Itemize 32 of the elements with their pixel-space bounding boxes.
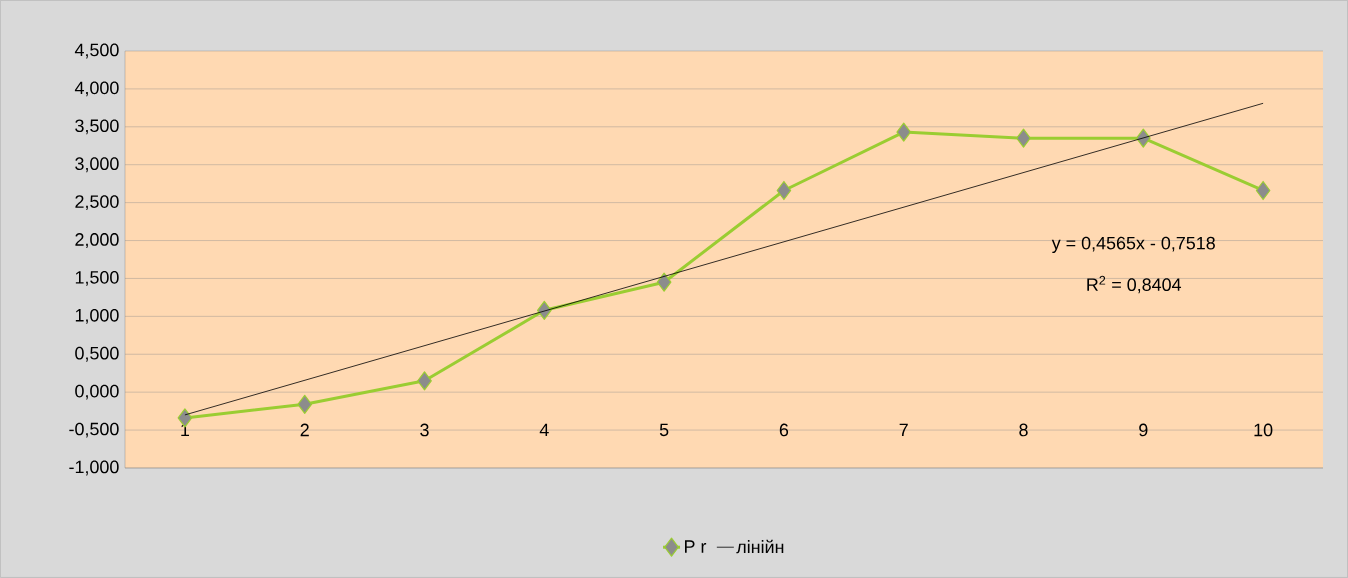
y-tick-label: 1,500 — [75, 271, 119, 286]
annotation: y = 0,4565x - 0,7518 — [1051, 236, 1215, 254]
y-tick-label: 0,500 — [75, 346, 119, 362]
x-tick-label: 10 — [1254, 423, 1273, 437]
point — [656, 272, 672, 292]
y-tick-label: 4,500 — [74, 43, 119, 59]
legend-label: P r — [685, 540, 707, 553]
y-tick-label: 3,000 — [75, 157, 119, 173]
point — [896, 122, 912, 142]
y-tick-label: 3,500 — [75, 119, 119, 135]
point — [776, 180, 792, 201]
annotation: R$^{2}$ = 0,8404 — [1087, 275, 1182, 294]
y-tick-label: 2,500 — [75, 195, 119, 211]
x-tick-label: 8 — [1019, 423, 1028, 437]
y-tick-label: 0,000 — [75, 384, 119, 400]
x-tick-label: 5 — [659, 423, 669, 437]
y-tick-label: 2,000 — [75, 233, 119, 248]
y-tick-label: -1,000 — [69, 460, 119, 476]
y-tick-label: -0,500 — [69, 422, 119, 438]
x-tick-label: 3 — [420, 423, 429, 437]
x-tick-label: 6 — [779, 423, 789, 437]
x-tick-label: 2 — [300, 423, 309, 437]
x-tick-label: 7 — [899, 423, 908, 436]
y-tick-label: 4,000 — [74, 81, 119, 97]
point — [1255, 180, 1271, 201]
y-tick-label: 1,000 — [75, 308, 119, 324]
x-tick-label: 9 — [1139, 423, 1148, 437]
legend-label: лінійн — [736, 539, 784, 554]
point — [297, 394, 313, 414]
point — [1016, 128, 1031, 148]
x-tick-label: 4 — [539, 423, 549, 436]
point — [417, 371, 432, 391]
